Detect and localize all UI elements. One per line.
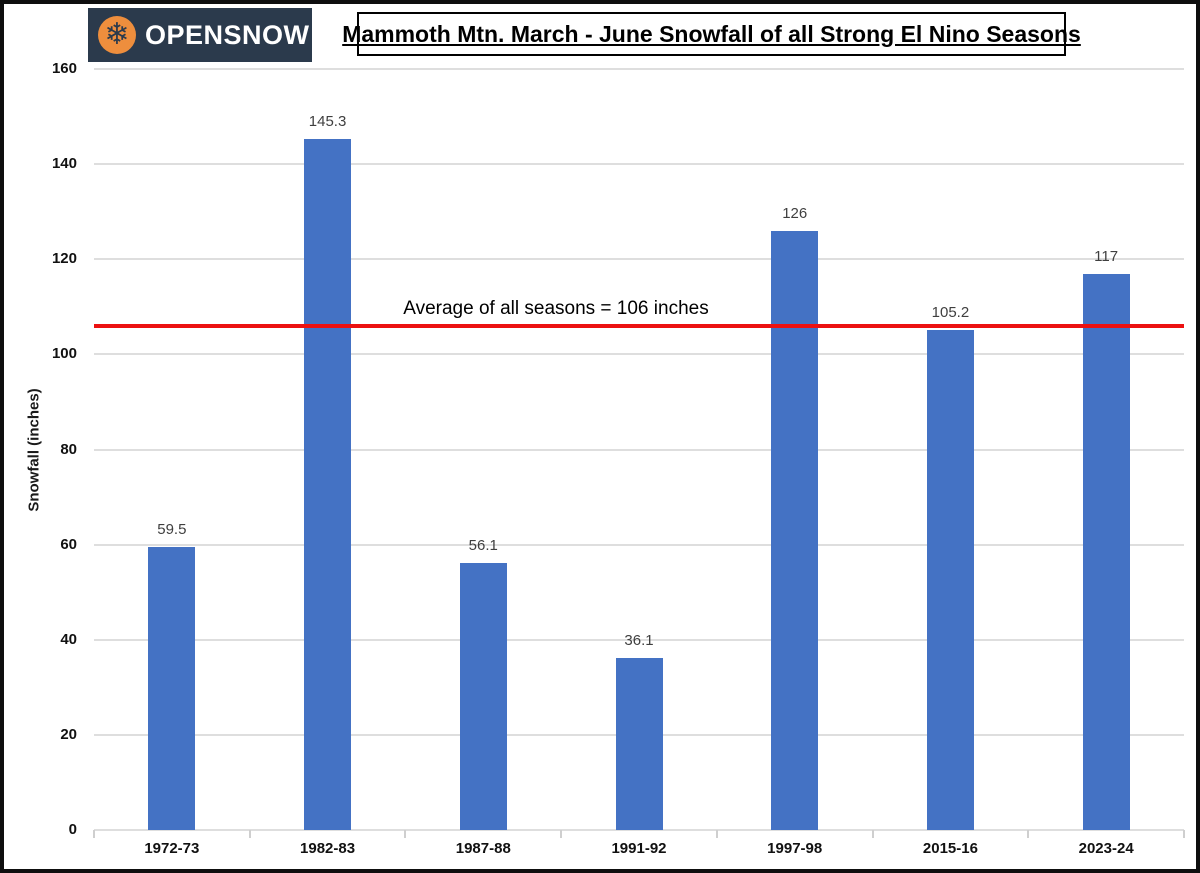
bar-value-label: 126 xyxy=(782,204,808,222)
bar-value-label: 56.1 xyxy=(468,537,498,555)
bar xyxy=(771,230,819,830)
bar-value-label: 145.3 xyxy=(308,112,347,130)
gridline xyxy=(94,638,1184,641)
bar xyxy=(148,547,196,830)
y-tick-label: 60 xyxy=(60,535,77,553)
bar xyxy=(304,138,352,830)
x-tick-label: 2023-24 xyxy=(1078,840,1134,857)
gridline xyxy=(94,353,1184,356)
axis-tick xyxy=(1183,830,1185,838)
axis-tick xyxy=(871,830,874,838)
axis-tick xyxy=(248,830,251,838)
bar-value-label: 105.2 xyxy=(931,303,970,321)
x-tick-label: 1987-88 xyxy=(455,840,511,857)
axis-tick xyxy=(1027,830,1030,838)
chart-title-box: Mammoth Mtn. March - June Snowfall of al… xyxy=(342,12,1081,56)
axis-tick xyxy=(93,830,95,838)
plot-area: 0 20 40 60 80 100 120 140 160 59.5 1972-73 145.3 198… xyxy=(4,4,1196,869)
logo-text-open: OPEN xyxy=(145,19,224,50)
gridline xyxy=(94,448,1184,451)
average-line-label: Average of all seasons = 106 inches xyxy=(403,297,709,319)
opensnow-logo-text: OPENSNOW xyxy=(145,20,310,51)
gridline xyxy=(94,68,1184,70)
gridline xyxy=(94,163,1184,166)
chart-title: Mammoth Mtn. March - June Snowfall of al… xyxy=(342,20,1081,47)
logo-text-snow: SNOW xyxy=(223,19,310,50)
gridline xyxy=(94,829,1184,831)
x-tick-label: 2015-16 xyxy=(922,840,978,857)
gridline xyxy=(94,543,1184,546)
y-tick-label: 100 xyxy=(51,345,77,363)
x-tick-label: 1982-83 xyxy=(300,840,356,857)
opensnow-logo: ❄ OPENSNOW xyxy=(88,8,312,62)
y-tick-label: 20 xyxy=(60,725,77,743)
x-tick-label: 1991-92 xyxy=(611,840,667,857)
axis-tick xyxy=(715,830,718,838)
bar xyxy=(1082,273,1130,830)
bar xyxy=(459,563,507,830)
axis-tick xyxy=(560,830,563,838)
y-tick-label: 40 xyxy=(60,630,77,648)
bar xyxy=(926,329,974,830)
y-tick-label: 120 xyxy=(51,250,77,268)
bar-value-label: 36.1 xyxy=(624,632,654,650)
y-tick-label: 80 xyxy=(60,440,77,458)
axis-tick xyxy=(404,830,407,838)
y-tick-label: 160 xyxy=(51,60,77,77)
bar-value-label: 117 xyxy=(1094,247,1119,265)
x-tick-label: 1972-73 xyxy=(144,840,200,857)
snowflake-icon: ❄ xyxy=(98,16,136,54)
y-tick-label: 140 xyxy=(51,155,77,173)
y-tick-label: 0 xyxy=(68,821,77,838)
x-tick-label: 1997-98 xyxy=(767,840,823,857)
gridline xyxy=(94,258,1184,261)
average-line xyxy=(94,323,1184,328)
bar xyxy=(615,658,663,830)
bar-value-label: 59.5 xyxy=(157,521,187,538)
